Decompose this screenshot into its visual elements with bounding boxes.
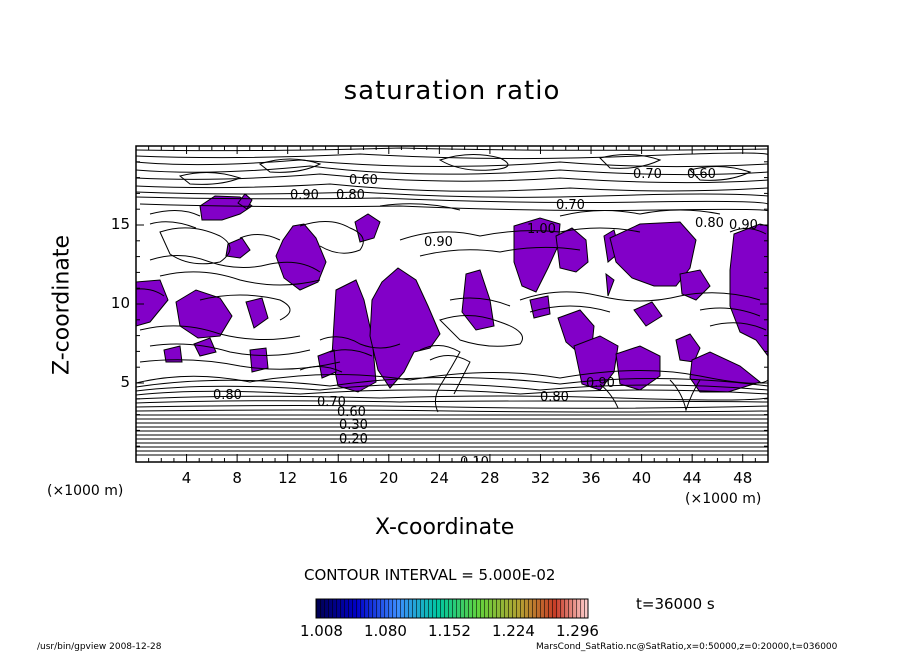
colorbar-label: 1.008	[300, 622, 343, 640]
contour-label: 0.70	[317, 395, 346, 410]
supersaturation-regions	[136, 193, 768, 393]
x-tick-label: 16	[328, 469, 348, 487]
colorbar-label: 1.152	[428, 622, 471, 640]
x-tick-label: 40	[632, 469, 652, 487]
contour-label: 0.80	[336, 188, 365, 203]
plot-area: 0.60 0.90 0.80 0.70 0.60 0.70 0.80 0.90 …	[136, 147, 768, 470]
x-tick-label: 24	[429, 469, 449, 487]
y-tick-label: 10	[110, 294, 130, 312]
x-axis-label: X-coordinate	[375, 515, 515, 540]
colorbar-label: 1.296	[556, 622, 599, 640]
contour-label: 0.60	[687, 167, 716, 182]
x-tick-label: 4	[181, 469, 192, 487]
x-tick-label: 28	[480, 469, 500, 487]
x-tick-label: 20	[379, 469, 399, 487]
y-axis-label: Z-coordinate	[49, 235, 75, 375]
y-tick-label: 15	[110, 215, 130, 233]
contour-label: 0.90	[290, 188, 319, 203]
x-tick-label: 12	[278, 469, 298, 487]
y-tick-label: 5	[120, 373, 130, 391]
contour-label: 0.30	[339, 418, 368, 433]
contour-label: 0.70	[633, 167, 662, 182]
contour-label: 0.10	[460, 455, 489, 470]
chart-title: saturation ratio	[343, 76, 561, 106]
time-label: t=36000 s	[636, 595, 715, 613]
x-tick-label: 36	[581, 469, 601, 487]
contour-label: 0.80	[540, 390, 569, 405]
x-unit-right: (×1000 m)	[685, 491, 762, 507]
contour-label: 0.80	[213, 388, 242, 403]
x-tick-label: 44	[682, 469, 702, 487]
footer-source: MarsCond_SatRatio.nc@SatRatio,x=0:50000,…	[536, 642, 838, 652]
contour-labels: 0.60 0.90 0.80 0.70 0.60 0.70 0.80 0.90 …	[213, 167, 758, 470]
x-tick-label: 8	[232, 469, 242, 487]
contour-label: 0.20	[339, 432, 368, 447]
contour-label: 0.60	[337, 405, 366, 420]
contour-label: 0.80	[695, 216, 724, 231]
x-tick-label: 48	[733, 469, 753, 487]
colorbar-frame	[315, 598, 589, 619]
contour-label: 0.60	[349, 173, 378, 188]
colorbar-stripes	[316, 599, 588, 618]
colorbar-label: 1.080	[364, 622, 407, 640]
colorbar	[315, 598, 589, 619]
x-unit-left: (×1000 m)	[47, 483, 124, 499]
footer-command: /usr/bin/gpview 2008-12-28	[37, 642, 162, 652]
contour-label: 0.90	[586, 376, 615, 391]
x-tick-label: 32	[530, 469, 551, 487]
contour-label: 1.00	[527, 222, 556, 237]
y-axis-ticks	[136, 161, 768, 447]
contour-label: 0.90	[729, 218, 758, 233]
colorbar-label: 1.224	[492, 622, 535, 640]
contour-label: 0.70	[556, 198, 585, 213]
x-axis-ticks	[148, 146, 756, 462]
contour-lines	[136, 147, 768, 456]
contour-label: 0.90	[424, 235, 453, 250]
contour-interval: CONTOUR INTERVAL = 5.000E-02	[304, 566, 556, 584]
